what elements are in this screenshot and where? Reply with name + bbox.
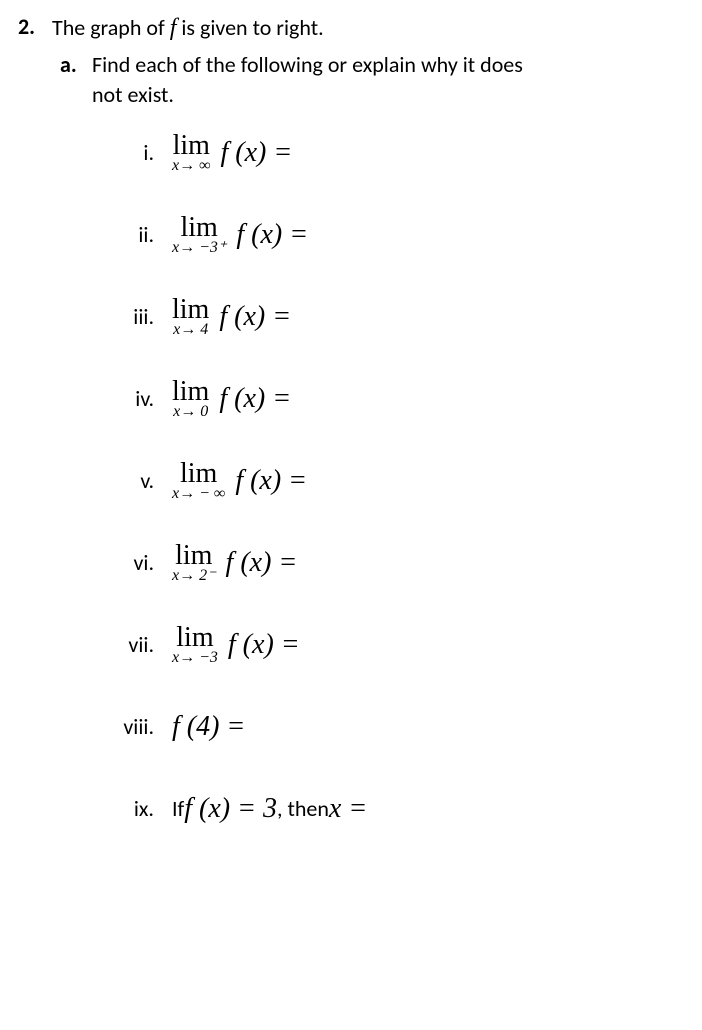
item-iii-sub: x→ 4 bbox=[173, 322, 208, 338]
item-viii-math: f (4) = bbox=[172, 711, 245, 743]
page: 2. The graph of f is given to right. a. … bbox=[0, 0, 702, 1030]
item-iii-limit: lim x→ 4 bbox=[172, 296, 209, 338]
part-a-text2: not exist. bbox=[92, 80, 684, 110]
item-iii-expr: f (x) = bbox=[219, 301, 291, 333]
item-vi-roman: vi. bbox=[98, 549, 172, 576]
lim-label: lim bbox=[176, 624, 213, 652]
item-vii-roman: vii. bbox=[98, 631, 172, 658]
item-i-expr: f (x) = bbox=[221, 137, 293, 169]
lim-label: lim bbox=[180, 460, 217, 488]
part-a-block: a. Find each of the following or explain… bbox=[60, 50, 684, 837]
item-ii-limit: lim x→ −3⁺ bbox=[172, 214, 226, 256]
item-ix-math: If f (x) = 3 , then x = bbox=[172, 793, 367, 825]
question-intro-after: is given to right. bbox=[176, 14, 323, 41]
item-v: v. lim x→ − ∞ f (x) = bbox=[98, 452, 684, 510]
item-ii-sub: x→ −3⁺ bbox=[172, 240, 226, 256]
part-a-line1: a. Find each of the following or explain… bbox=[60, 50, 684, 80]
lim-label: lim bbox=[175, 542, 212, 570]
question-text: The graph of f is given to right. bbox=[52, 12, 684, 44]
item-iii-math: lim x→ 4 f (x) = bbox=[172, 296, 291, 338]
item-vi-math: lim x→ 2⁻ f (x) = bbox=[172, 542, 297, 584]
lim-label: lim bbox=[172, 378, 209, 406]
item-v-limit: lim x→ − ∞ bbox=[172, 460, 225, 502]
item-iv-math: lim x→ 0 f (x) = bbox=[172, 378, 291, 420]
item-vi: vi. lim x→ 2⁻ f (x) = bbox=[98, 534, 684, 592]
item-vii-limit: lim x→ −3 bbox=[172, 624, 218, 666]
part-a-letter: a. bbox=[60, 50, 92, 80]
item-viii-roman: viii. bbox=[98, 713, 172, 740]
item-iii: iii. lim x→ 4 f (x) = bbox=[98, 288, 684, 346]
item-v-roman: v. bbox=[98, 467, 172, 494]
item-v-sub: x→ − ∞ bbox=[172, 486, 225, 502]
item-ix-then: , then bbox=[277, 795, 329, 822]
item-i-math: lim x→ ∞ f (x) = bbox=[172, 132, 292, 174]
question-intro-before: The graph of bbox=[52, 14, 170, 41]
item-iv: iv. lim x→ 0 f (x) = bbox=[98, 370, 684, 428]
lim-label: lim bbox=[173, 132, 210, 160]
item-v-math: lim x→ − ∞ f (x) = bbox=[172, 460, 307, 502]
item-iv-expr: f (x) = bbox=[219, 383, 291, 415]
item-iii-roman: iii. bbox=[98, 303, 172, 330]
question-line: 2. The graph of f is given to right. bbox=[18, 12, 684, 44]
lim-label: lim bbox=[172, 296, 209, 324]
item-ix-ifexpr: f (x) = 3 bbox=[184, 793, 277, 825]
item-vi-limit: lim x→ 2⁻ bbox=[172, 542, 216, 584]
item-iv-sub: x→ 0 bbox=[173, 404, 208, 420]
item-vii-math: lim x→ −3 f (x) = bbox=[172, 624, 300, 666]
item-vii: vii. lim x→ −3 f (x) = bbox=[98, 616, 684, 674]
lim-label: lim bbox=[181, 214, 218, 242]
item-ii-math: lim x→ −3⁺ f (x) = bbox=[172, 214, 308, 256]
item-ii-roman: ii. bbox=[98, 221, 172, 248]
item-v-expr: f (x) = bbox=[235, 465, 307, 497]
item-viii-expr: f (4) = bbox=[172, 711, 245, 743]
item-ix: ix. If f (x) = 3 , then x = bbox=[98, 780, 684, 838]
part-a-text1: Find each of the following or explain wh… bbox=[92, 50, 684, 80]
question-number: 2. bbox=[18, 12, 52, 42]
item-ii-expr: f (x) = bbox=[236, 219, 308, 251]
item-i-sub: x→ ∞ bbox=[172, 158, 211, 174]
item-ix-roman: ix. bbox=[98, 795, 172, 822]
item-i-roman: i. bbox=[98, 139, 172, 166]
item-vii-sub: x→ −3 bbox=[172, 650, 218, 666]
item-vi-expr: f (x) = bbox=[226, 547, 298, 579]
item-viii: viii. f (4) = bbox=[98, 698, 684, 756]
item-i: i. lim x→ ∞ f (x) = bbox=[98, 124, 684, 182]
item-vii-expr: f (x) = bbox=[228, 629, 300, 661]
item-i-limit: lim x→ ∞ bbox=[172, 132, 211, 174]
item-iv-limit: lim x→ 0 bbox=[172, 378, 209, 420]
part-a-line2: not exist. bbox=[60, 80, 684, 110]
item-vi-sub: x→ 2⁻ bbox=[172, 568, 216, 584]
item-iv-roman: iv. bbox=[98, 385, 172, 412]
item-ii: ii. lim x→ −3⁺ f (x) = bbox=[98, 206, 684, 264]
item-ix-thenexpr: x = bbox=[329, 793, 367, 825]
item-ix-if: If bbox=[172, 795, 184, 822]
